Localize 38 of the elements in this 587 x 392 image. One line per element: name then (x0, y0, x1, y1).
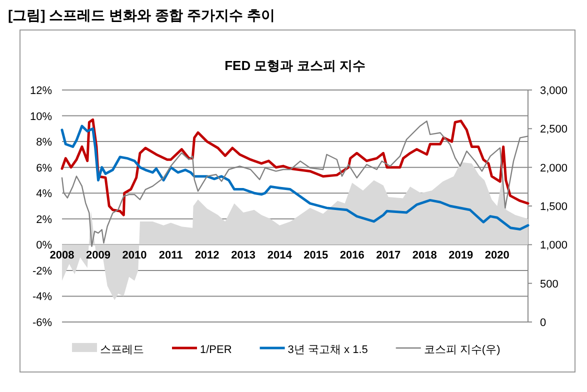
line-series (60, 124, 530, 230)
y2-tick-label: 1,000 (540, 240, 568, 252)
x-tick-label: 2010 (122, 250, 147, 262)
legend-label: 1/PER (200, 344, 232, 356)
legend-label: 코스피 지수(우) (424, 344, 500, 356)
y2-tick-label: 3,000 (540, 85, 568, 97)
x-tick-label: 2019 (448, 250, 474, 262)
line-series (60, 118, 530, 216)
y2-tick-label: 1,500 (540, 201, 568, 213)
x-tick-label: 2017 (376, 250, 401, 262)
y2-tick-label: 2,500 (540, 124, 568, 136)
y-tick-label: 10% (30, 110, 52, 123)
x-tick-label: 2014 (267, 250, 293, 262)
x-tick-label: 2015 (304, 250, 328, 262)
x-tick-label: 2016 (340, 250, 364, 262)
x-tick-label: 2008 (50, 250, 74, 262)
chart-title: [그림] 스프레드 변화와 종합 주가지수 추이 (8, 7, 275, 23)
y2-tick-label: 2,000 (540, 162, 568, 174)
x-tick-label: 2020 (484, 250, 510, 262)
x-tick-label: 2012 (194, 250, 220, 262)
y-tick-label: 6% (36, 162, 52, 174)
x-tick-label: 2018 (412, 250, 437, 262)
y-tick-label: -6% (32, 317, 52, 329)
x-tick-label: 2009 (86, 250, 111, 262)
x-tick-label: 2013 (231, 250, 256, 262)
y-tick-label: 4% (36, 188, 52, 200)
y-tick-label: 12% (30, 85, 52, 97)
x-tick-label: 2011 (158, 250, 183, 262)
y-tick-label: 8% (36, 136, 52, 149)
legend-label: 스프레드 (100, 344, 144, 356)
chart-subtitle: FED 모형과 코스피 지수 (224, 58, 366, 73)
y-tick-label: 0% (36, 240, 52, 252)
y-tick-label: 2% (36, 214, 52, 226)
y-tick-label: -4% (32, 291, 52, 304)
y2-tick-label: 500 (540, 278, 558, 290)
legend-label: 3년 국고채 x 1.5 (288, 344, 368, 356)
y-tick-label: -2% (32, 265, 52, 278)
y2-tick-label: 0 (540, 317, 546, 329)
